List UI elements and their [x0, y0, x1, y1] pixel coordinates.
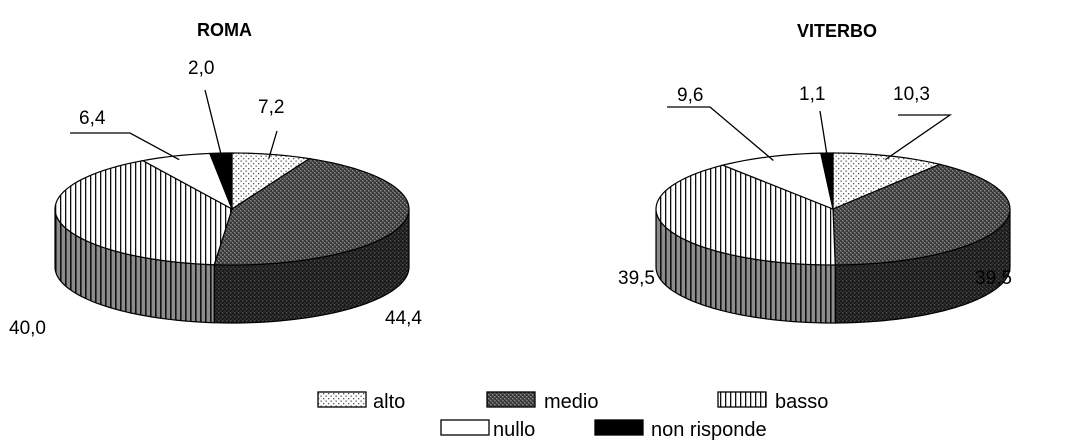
data-label-medio: 44,4 [385, 308, 422, 329]
legend-swatch [486, 391, 536, 408]
pie-slice-alto [231, 152, 312, 211]
chart-title: VITERBO [797, 21, 877, 41]
legend-swatch [440, 419, 490, 436]
data-label-nullo: 9,6 [677, 85, 703, 106]
data-label-nullo: 6,4 [79, 108, 106, 129]
leader-line [70, 132, 180, 161]
legend-label: alto [373, 391, 405, 413]
legend-label: basso [775, 391, 828, 413]
pie-slice-basso [54, 159, 233, 266]
pie-slice-alto [832, 152, 942, 210]
chart-title: ROMA [197, 20, 252, 40]
pie-slice-medio [832, 163, 1011, 266]
legend-item-alto: alto [317, 391, 405, 413]
legend-swatch [317, 391, 367, 408]
legend-item-non-risponde: non risponde [594, 419, 767, 441]
legend-swatch [594, 419, 644, 436]
legend: alto medio basso nullo non risponde [317, 391, 828, 441]
data-label-basso: 39,5 [618, 268, 655, 289]
pie-slices [655, 152, 1011, 266]
legend-label: non risponde [651, 419, 767, 441]
data-labels: 7,2 44,4 40,0 6,4 2,0 [9, 58, 422, 339]
leader-line [819, 110, 828, 158]
data-label-non-risponde: 1,1 [799, 84, 825, 105]
legend-label: nullo [493, 419, 535, 441]
pie-chart-roma: ROMA 7,2 44,4 40,0 6,4 2,0 [9, 20, 422, 339]
leader-line [667, 106, 774, 161]
data-labels: 10,3 39,5 39,5 9,6 1,1 [618, 84, 1012, 289]
pie-slice-medio [213, 158, 410, 266]
pie-slice-basso [655, 164, 836, 266]
leader-line [204, 89, 223, 158]
data-label-alto: 10,3 [893, 84, 930, 105]
pie-slice-nullo [141, 152, 234, 211]
legend-item-basso: basso [717, 391, 828, 413]
legend-item-medio: medio [486, 391, 598, 413]
data-label-alto: 7,2 [258, 97, 284, 118]
legend-swatch [717, 391, 767, 408]
data-label-basso: 40,0 [9, 318, 46, 339]
leader-line [884, 114, 953, 161]
leader-line [268, 130, 278, 159]
legend-item-nullo: nullo [440, 419, 535, 441]
pie-slices [54, 152, 410, 266]
pie-chart-viterbo: VITERBO 10,3 39,5 39,5 9,6 1,1 [618, 21, 1012, 324]
data-label-non-risponde: 2,0 [188, 58, 214, 79]
legend-label: medio [544, 391, 598, 413]
data-label-medio: 39,5 [975, 268, 1012, 289]
